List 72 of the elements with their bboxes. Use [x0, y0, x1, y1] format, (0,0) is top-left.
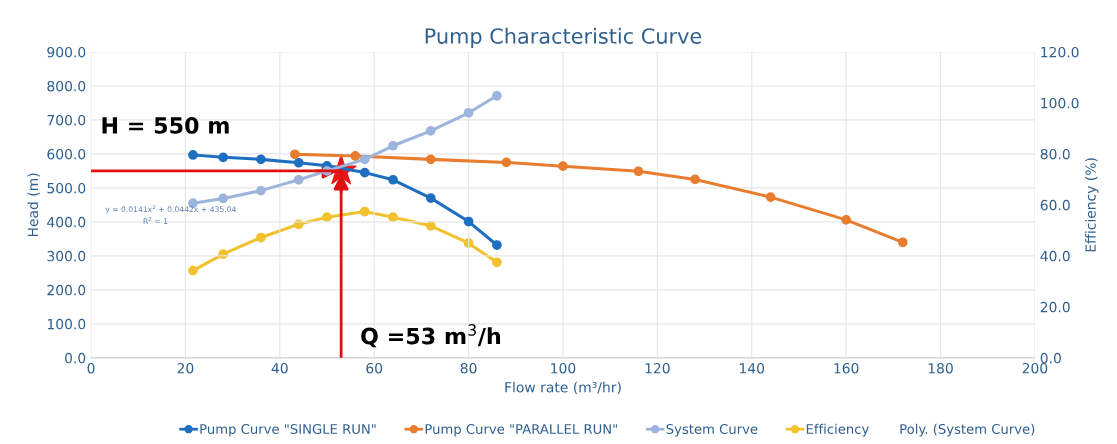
point: [425, 154, 436, 165]
legend-label: Pump Curve "SINGLE RUN": [200, 424, 376, 437]
point: [463, 216, 474, 227]
point: [350, 151, 361, 161]
point: [359, 167, 370, 178]
x-tick-label: 180: [928, 362, 953, 374]
point: [463, 107, 474, 118]
x-tick-label: 120: [645, 362, 670, 374]
text: Poly. (System Curve): [900, 423, 1035, 437]
legend-label: Pump Curve "PARALLEL RUN": [425, 424, 617, 437]
y-tick-label: 100.0: [47, 318, 86, 330]
y-tick-label: 700.0: [47, 114, 86, 126]
point: [188, 150, 198, 160]
point: [359, 154, 370, 165]
point: [897, 237, 908, 248]
legend-label: Efficiency: [806, 423, 869, 437]
x-tick-label: 40: [271, 362, 288, 374]
ref-line-label: H = 550 m: [102, 117, 229, 134]
x-tick-label: 140: [740, 362, 765, 374]
y2-axis-title: Efficiency (%): [1085, 158, 1099, 252]
y-tick-label: 500.0: [47, 182, 86, 194]
x-axis-title: Flow rate (m³/hr): [505, 381, 621, 395]
x-tick-label: 20: [177, 362, 194, 374]
point: [492, 90, 502, 101]
x-tick-label: 0: [87, 362, 95, 374]
y-tick-label: 900.0: [47, 46, 86, 58]
y2-tick-label: 120.0: [1041, 46, 1079, 58]
point: [218, 152, 229, 163]
point: [492, 240, 502, 250]
point: [501, 157, 512, 168]
point: [188, 265, 198, 276]
point: [558, 161, 568, 172]
point: [492, 257, 502, 268]
point: [633, 166, 644, 177]
y2-tick-label: 80.0: [1040, 148, 1070, 160]
point: [388, 212, 398, 223]
y2-tick-label: 20.0: [1040, 301, 1070, 313]
y-tick-label: 300.0: [47, 250, 86, 262]
y-tick-label: 600.0: [47, 148, 86, 160]
point: [359, 206, 370, 217]
point: [690, 174, 700, 185]
point: [256, 232, 266, 243]
y-tick-label: 0.0: [65, 352, 86, 364]
ref-line-label: Q =53 m$^{3}$/h: [361, 324, 501, 348]
y2-tick-label: 100.0: [1041, 97, 1079, 109]
y2-tick-label: 40.0: [1040, 250, 1070, 262]
point: [388, 140, 398, 151]
x-tick-label: 200: [1022, 362, 1048, 374]
y2-tick-label: 0.0: [1040, 352, 1061, 364]
y-axis-title: Head (m): [27, 173, 40, 237]
point: [218, 193, 229, 204]
y-tick-label: 200.0: [47, 284, 86, 296]
point: [256, 185, 266, 196]
x-tick-label: 100: [551, 362, 576, 374]
x-tick-label: 160: [834, 362, 859, 374]
legend-label: System Curve: [666, 424, 758, 437]
y-tick-label: 800.0: [47, 80, 86, 92]
point: [322, 212, 332, 223]
point: [388, 174, 398, 185]
point: [293, 157, 304, 168]
y-tick-label: 400.0: [47, 216, 86, 228]
point: [256, 154, 266, 165]
point: [290, 149, 300, 160]
y2-tick-label: 60.0: [1040, 199, 1070, 211]
point: [841, 215, 851, 225]
x-tick-label: 80: [460, 362, 477, 374]
point: [425, 193, 436, 203]
point: [425, 125, 436, 136]
point: [765, 192, 776, 202]
chart-title: Pump Characteristic Curve: [425, 27, 702, 48]
point: [293, 174, 304, 185]
x-tick-label: 60: [366, 362, 383, 374]
